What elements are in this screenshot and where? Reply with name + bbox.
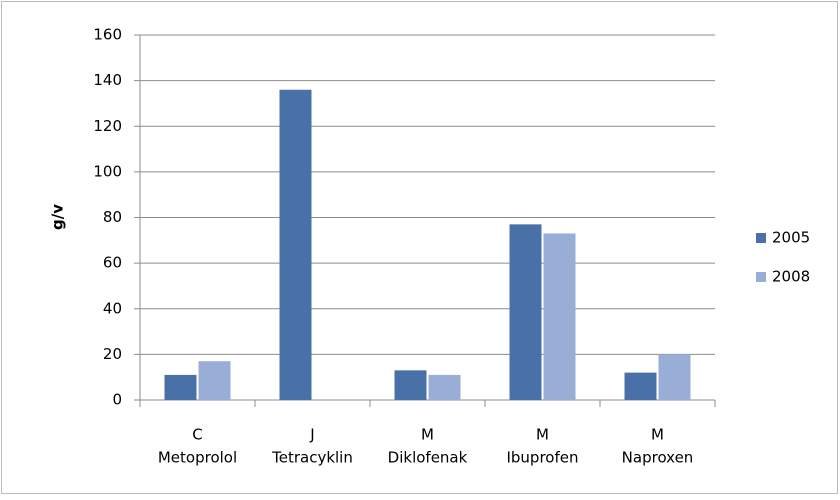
y-tick-label: 160 xyxy=(93,26,122,44)
y-tick-label: 20 xyxy=(103,345,122,363)
x-tick-label: Naproxen xyxy=(622,449,694,467)
x-tick-label: J xyxy=(309,426,314,444)
legend-swatch xyxy=(756,272,766,282)
bar xyxy=(428,374,461,400)
x-tick-label: Ibuprofen xyxy=(506,449,578,467)
bar xyxy=(198,361,231,400)
bar xyxy=(279,89,312,400)
bar xyxy=(394,370,427,400)
y-tick-label: 100 xyxy=(93,162,122,180)
y-tick-label: 0 xyxy=(112,391,122,409)
x-tick-label: M xyxy=(536,426,549,444)
legend-label: 2005 xyxy=(772,229,810,247)
legend-swatch xyxy=(756,233,766,243)
x-tick-label: M xyxy=(421,426,434,444)
y-tick-label: 40 xyxy=(103,299,122,317)
y-tick-label: 140 xyxy=(93,71,122,89)
x-tick-label: Tetracyklin xyxy=(271,449,353,467)
bar xyxy=(658,354,691,400)
y-axis-label: g/v xyxy=(49,204,67,230)
bar xyxy=(509,224,542,400)
bar xyxy=(624,372,657,400)
x-tick-label: Diklofenak xyxy=(388,449,468,467)
bar xyxy=(164,374,197,400)
bar xyxy=(543,233,576,400)
x-tick-label: M xyxy=(651,426,664,444)
y-tick-label: 80 xyxy=(103,208,122,226)
legend-label: 2008 xyxy=(772,268,810,286)
y-tick-label: 60 xyxy=(103,254,122,272)
x-tick-label: C xyxy=(192,426,202,444)
x-tick-label: Metoprolol xyxy=(158,449,237,467)
y-tick-label: 120 xyxy=(93,117,122,135)
